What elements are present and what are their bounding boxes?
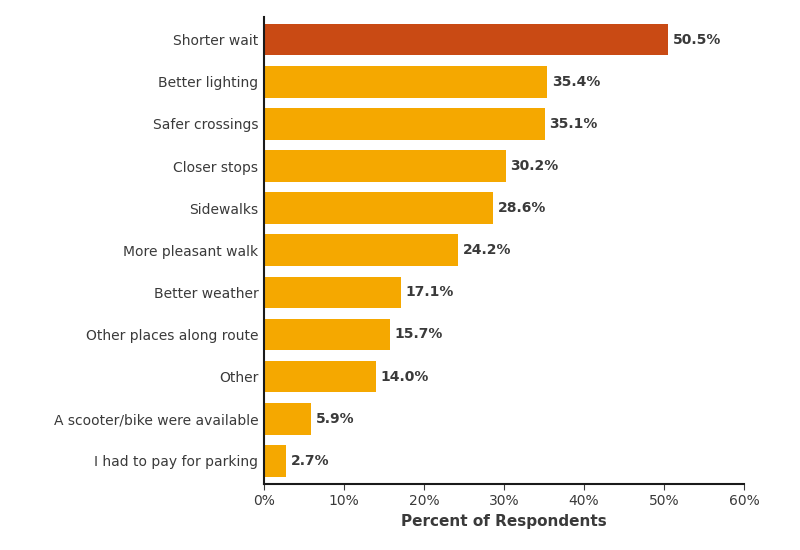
Bar <box>264 361 376 392</box>
Text: 28.6%: 28.6% <box>498 201 546 215</box>
Text: 17.1%: 17.1% <box>406 285 454 299</box>
Text: 15.7%: 15.7% <box>394 327 442 342</box>
Text: 14.0%: 14.0% <box>381 370 429 383</box>
Text: 24.2%: 24.2% <box>462 243 511 257</box>
Bar <box>264 277 401 308</box>
X-axis label: Percent of Respondents: Percent of Respondents <box>401 514 607 529</box>
Bar <box>264 403 311 434</box>
Bar <box>264 445 286 477</box>
Text: 30.2%: 30.2% <box>510 159 558 173</box>
Bar <box>264 150 506 182</box>
Bar <box>264 108 545 140</box>
Bar <box>264 66 547 97</box>
Bar <box>264 192 493 224</box>
Text: 2.7%: 2.7% <box>290 454 329 468</box>
Bar <box>264 234 458 266</box>
Text: 35.4%: 35.4% <box>552 75 600 89</box>
Text: 50.5%: 50.5% <box>673 32 721 47</box>
Bar <box>264 24 668 56</box>
Bar <box>264 318 390 350</box>
Text: 35.1%: 35.1% <box>550 117 598 131</box>
Text: 5.9%: 5.9% <box>316 412 354 426</box>
